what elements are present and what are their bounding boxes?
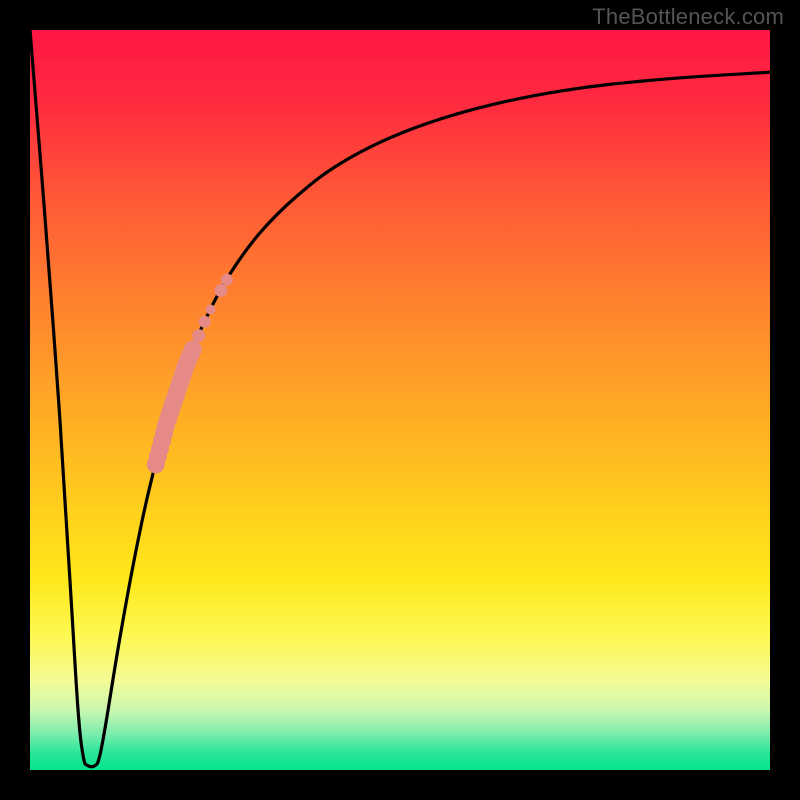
- secondary-marker: [206, 304, 216, 314]
- watermark-text: TheBottleneck.com: [592, 4, 784, 30]
- bottleneck-chart: [0, 0, 800, 800]
- secondary-marker: [221, 274, 233, 286]
- highlight-marker: [184, 340, 202, 358]
- secondary-marker: [192, 329, 205, 342]
- secondary-marker: [199, 316, 211, 328]
- chart-background: [30, 30, 770, 770]
- secondary-marker: [214, 284, 227, 297]
